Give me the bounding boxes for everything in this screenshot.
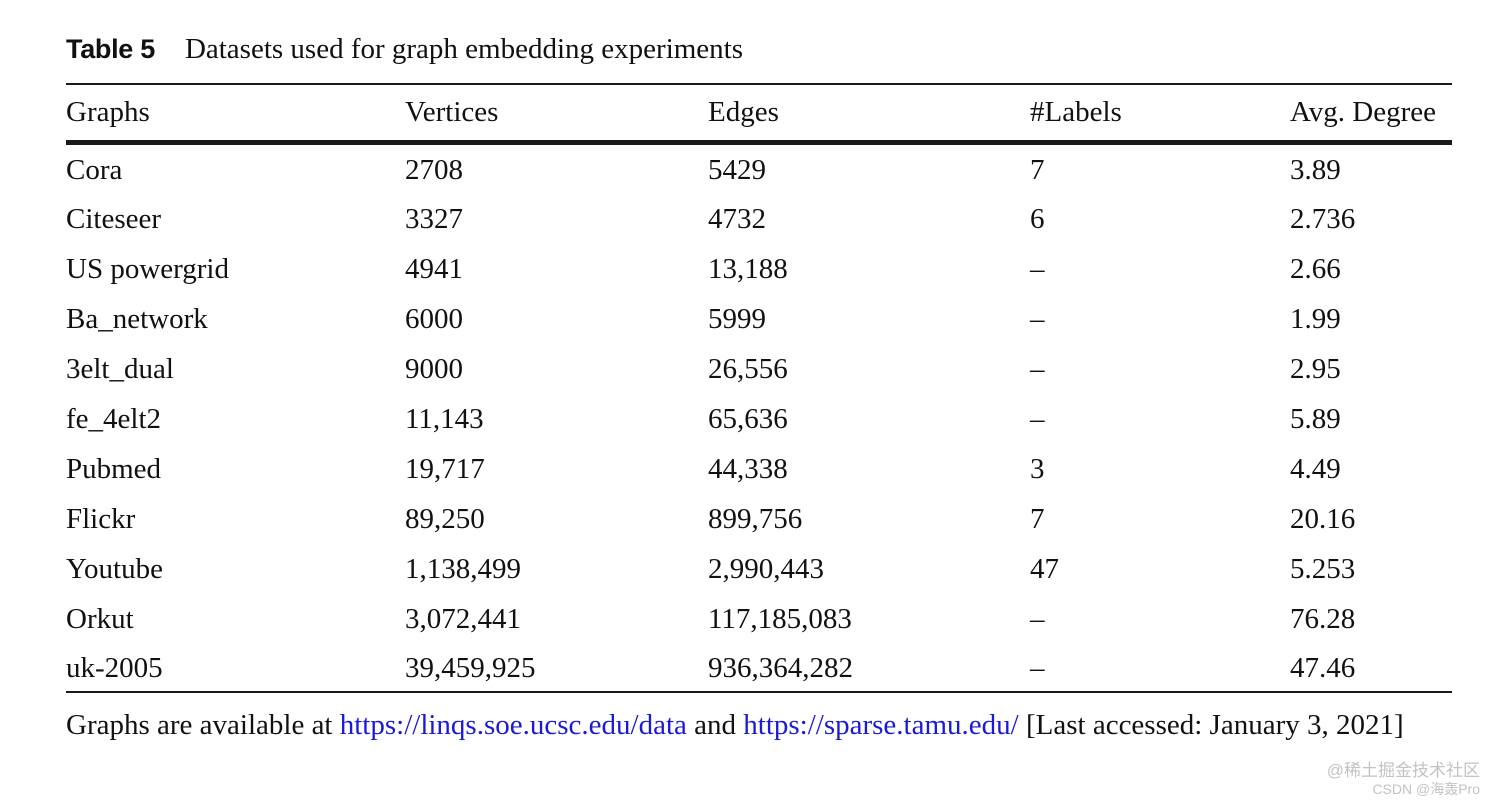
table-row: Citeseer 3327 4732 6 2.736 <box>66 192 1452 242</box>
table-cell: 5429 <box>708 153 766 186</box>
table-cell: 5.89 <box>1290 402 1341 435</box>
watermark-line1: @稀土掘金技术社区 <box>1326 761 1480 781</box>
linqs-dataset-link[interactable]: https://linqs.soe.ucsc.edu/data <box>339 709 687 741</box>
table-cell: 47 <box>1030 552 1059 585</box>
table-cell: 6 <box>1030 202 1045 235</box>
table-body: Cora 2708 5429 7 3.89 Citeseer 3327 4732 6 2.736 U… <box>66 142 1452 692</box>
table-cell: 5.253 <box>1290 552 1356 585</box>
graph-name-cell: Pubmed <box>66 452 162 485</box>
table-cell: 20.16 <box>1290 502 1356 535</box>
table-row: Flickr 89,250 899,756 7 20.16 <box>66 492 1452 542</box>
table-row: US powergrid 4941 13,188 – 2.66 <box>66 242 1452 292</box>
table-cell: 76.28 <box>1290 602 1356 635</box>
watermark-line2: CSDN @海轰Pro <box>1372 780 1480 797</box>
table-cell: 3 <box>1030 452 1045 485</box>
table-caption-text: Datasets used for graph embedding experi… <box>184 33 744 65</box>
table-cell: 7 <box>1030 502 1045 535</box>
watermark: @稀土掘金技术社区 CSDN @海轰Pro <box>1327 761 1480 797</box>
datasets-table: Graphs Vertices Edges #Labels Avg. Degree Co… <box>66 83 1452 693</box>
table-cell: – <box>1030 652 1045 684</box>
table-row: Youtube 1,138,499 2,990,443 47 5.253 <box>66 542 1452 592</box>
table-cell: 4732 <box>708 202 766 235</box>
table-cell: 47.46 <box>1290 652 1356 684</box>
column-header--labels: #Labels <box>1030 95 1122 128</box>
table-cell: 44,338 <box>708 452 788 485</box>
table-cell: 899,756 <box>708 502 803 535</box>
table-row: 3elt_dual 9000 26,556 – 2.95 <box>66 342 1452 392</box>
graph-name-cell: Orkut <box>66 602 134 635</box>
table-caption: Table 5 Datasets used for graph embeddin… <box>66 33 1452 65</box>
table-cell: 2.736 <box>1290 202 1356 235</box>
table-cell: 117,185,083 <box>708 602 852 635</box>
table-footnote: Graphs are available at https://linqs.so… <box>66 702 1458 748</box>
graph-name-cell: Citeseer <box>66 202 162 235</box>
graph-name-cell: US powergrid <box>66 252 229 285</box>
table-cell: 13,188 <box>708 252 788 285</box>
column-header-edges: Edges <box>708 95 779 128</box>
graph-name-cell: 3elt_dual <box>66 352 174 385</box>
table-cell: 2,990,443 <box>708 552 824 585</box>
table-cell: 11,143 <box>405 402 484 435</box>
table-cell: 1.99 <box>1290 302 1341 335</box>
table-row: Orkut 3,072,441 117,185,083 – 76.28 <box>66 592 1452 642</box>
table-cell: – <box>1030 352 1045 385</box>
table-cell: – <box>1030 302 1045 335</box>
column-header-graphs: Graphs <box>66 95 150 128</box>
table-cell: 9000 <box>405 352 463 385</box>
table-row: fe_4elt2 11,143 65,636 – 5.89 <box>66 392 1452 442</box>
table-header: Graphs Vertices Edges #Labels Avg. Degree <box>66 84 1452 142</box>
graph-name-cell: uk-2005 <box>66 652 163 684</box>
table-row: Pubmed 19,717 44,338 3 4.49 <box>66 442 1452 492</box>
table-cell: – <box>1030 602 1045 635</box>
table-cell: 4.49 <box>1290 452 1341 485</box>
table-row: uk-2005 39,459,925 936,364,282 – 47.46 <box>66 642 1452 692</box>
table-row: Cora 2708 5429 7 3.89 <box>66 142 1452 192</box>
table-block: Table 5 Datasets used for graph embeddin… <box>66 33 1452 748</box>
table-cell: 65,636 <box>708 402 788 435</box>
footnote-text-middle: and <box>686 709 744 741</box>
table-cell: 3.89 <box>1290 153 1341 186</box>
table-cell: – <box>1030 402 1045 435</box>
graph-name-cell: fe_4elt2 <box>66 402 162 435</box>
footnote-text-suffix: [Last accessed: January 3, 2021] <box>1018 709 1404 741</box>
table-cell: 4941 <box>405 252 463 285</box>
table-cell: 6000 <box>405 302 463 335</box>
table-cell: 2.95 <box>1290 352 1341 385</box>
graph-name-cell: Youtube <box>66 552 163 585</box>
table-header-row: Graphs Vertices Edges #Labels Avg. Degree <box>66 84 1452 142</box>
table-number-label: Table 5 <box>66 34 155 64</box>
table-cell: 3327 <box>405 202 463 235</box>
graph-name-cell: Ba_network <box>66 302 208 335</box>
table-cell: 26,556 <box>708 352 788 385</box>
table-cell: 39,459,925 <box>405 652 536 684</box>
table-row: Ba_network 6000 5999 – 1.99 <box>66 292 1452 342</box>
footnote-text-prefix: Graphs are available at <box>66 709 340 741</box>
table-cell: 2708 <box>405 153 463 186</box>
table-cell: – <box>1030 252 1045 285</box>
table-cell: 2.66 <box>1290 252 1341 285</box>
column-header-vertices: Vertices <box>405 95 499 128</box>
graph-name-cell: Flickr <box>66 502 136 535</box>
column-header-avg-degree: Avg. Degree <box>1290 95 1437 128</box>
table-cell: 3,072,441 <box>405 602 521 635</box>
table-cell: 5999 <box>708 302 766 335</box>
table-cell: 7 <box>1030 153 1045 186</box>
graph-name-cell: Cora <box>66 153 123 186</box>
table-cell: 1,138,499 <box>405 552 521 585</box>
table-cell: 19,717 <box>405 452 485 485</box>
sparse-tamu-link[interactable]: https://sparse.tamu.edu/ <box>743 709 1019 741</box>
table-cell: 936,364,282 <box>708 652 853 684</box>
table-cell: 89,250 <box>405 502 485 535</box>
